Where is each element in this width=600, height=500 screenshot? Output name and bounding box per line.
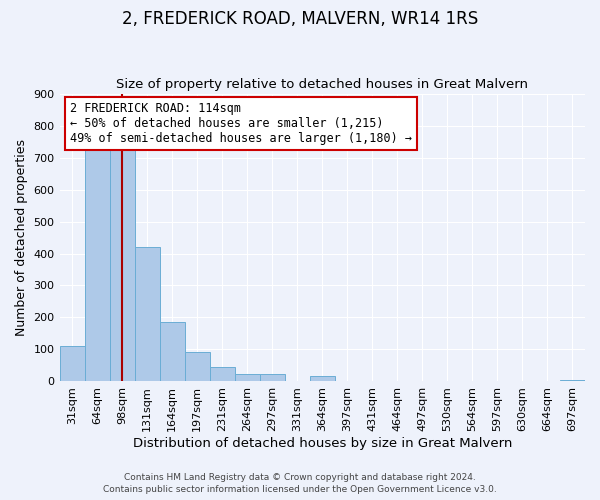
Bar [235,374,260,382]
Bar [85,142,110,382]
Bar [160,322,185,382]
X-axis label: Distribution of detached houses by size in Great Malvern: Distribution of detached houses by size … [133,437,512,450]
Bar [209,367,235,382]
Bar [560,380,585,382]
Title: Size of property relative to detached houses in Great Malvern: Size of property relative to detached ho… [116,78,528,91]
Bar [134,247,160,382]
Bar [260,374,285,382]
Bar [185,352,209,382]
Text: Contains HM Land Registry data © Crown copyright and database right 2024.
Contai: Contains HM Land Registry data © Crown c… [103,472,497,494]
Bar [110,142,134,382]
Text: 2 FREDERICK ROAD: 114sqm
← 50% of detached houses are smaller (1,215)
49% of sem: 2 FREDERICK ROAD: 114sqm ← 50% of detach… [70,102,412,145]
Bar [59,346,85,382]
Text: 2, FREDERICK ROAD, MALVERN, WR14 1RS: 2, FREDERICK ROAD, MALVERN, WR14 1RS [122,10,478,28]
Y-axis label: Number of detached properties: Number of detached properties [15,139,28,336]
Bar [310,376,335,382]
